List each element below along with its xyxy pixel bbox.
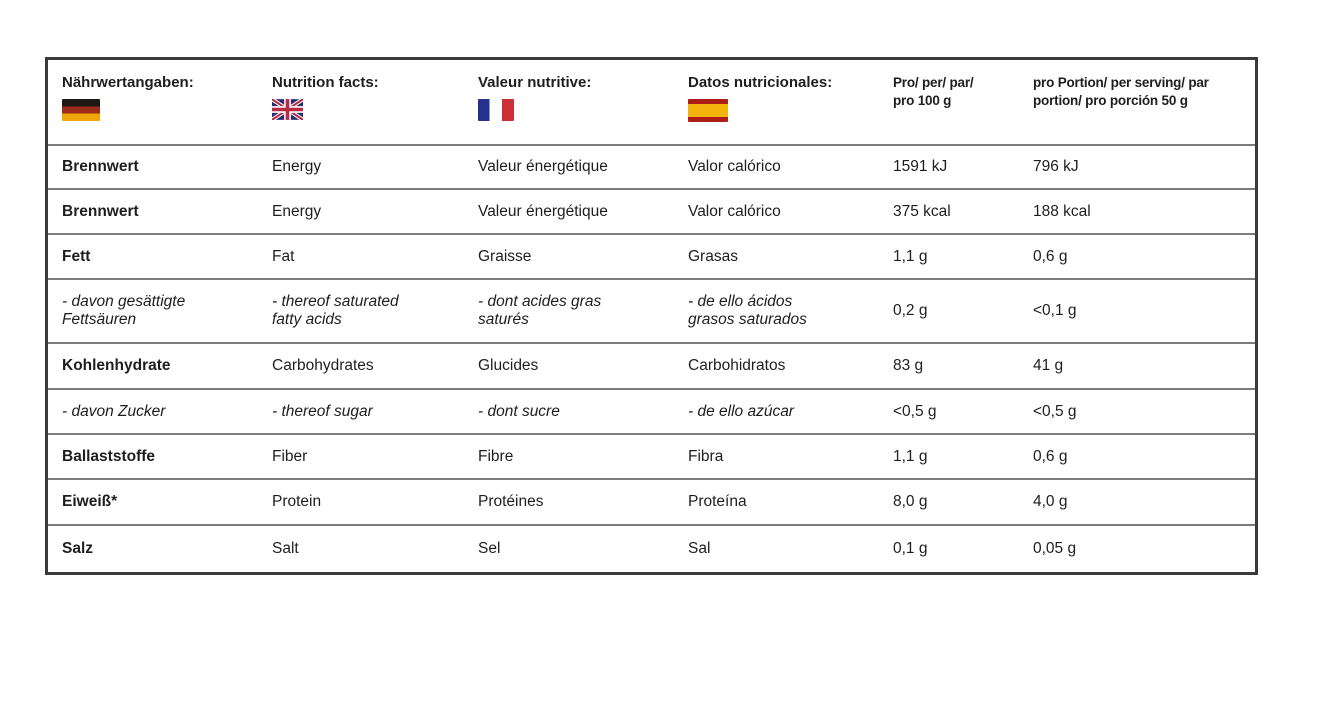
uk-flag-icon [270, 97, 305, 122]
row-label-es: Valor calórico [688, 202, 781, 220]
row-label-fr: - dont sucre [478, 402, 560, 420]
table-row: Brennwert Energy Valeur énergétique Valo… [48, 188, 1255, 233]
row-label-es: Carbohidratos [688, 357, 786, 375]
per-100g-line2: pro 100 g [893, 92, 952, 108]
value-per-100g: 83 g [893, 357, 924, 375]
header-cell-per-100g: Pro/ per/ par/ pro 100 g [893, 60, 1033, 109]
value-per-100g: 1,1 g [893, 247, 928, 265]
row-label-de: Kohlenhydrate [62, 357, 171, 375]
table-row: Salz Salt Sel Sal 0,1 g 0,05 g [48, 524, 1255, 572]
value-per-serving: 188 kcal [1033, 202, 1091, 220]
table-row: - davon gesättigte Fettsäuren - thereof … [48, 278, 1255, 342]
value-per-serving: 4,0 g [1033, 493, 1068, 511]
row-label-de: - davon Zucker [62, 402, 166, 420]
row-label-de: Eiweiß* [62, 493, 118, 511]
row-label-en: Energy [272, 158, 322, 176]
header-cell-french: Valeur nutritive: [478, 60, 688, 122]
header-label-english: Nutrition facts: [272, 74, 379, 91]
row-label-fr: Graisse [478, 247, 532, 265]
value-per-100g: 0,2 g [893, 302, 928, 320]
row-label-es: Sal [688, 540, 711, 558]
spain-flag-icon [688, 99, 728, 123]
row-label-es: Fibra [688, 447, 724, 465]
row-label-en: - thereof sugar [272, 402, 373, 420]
row-label-fr: Valeur énergétique [478, 202, 608, 220]
row-label-de: Brennwert [62, 158, 139, 176]
value-per-100g: 375 kcal [893, 202, 951, 220]
row-label-es: - de ello ácidos grasos saturados [688, 293, 807, 328]
row-label-de: - davon gesättigte Fettsäuren [62, 293, 186, 328]
value-per-serving: 41 g [1033, 357, 1064, 375]
row-label-fr: Valeur énergétique [478, 158, 608, 176]
per-serving-line1: pro Portion/ per serving/ par [1033, 75, 1209, 90]
header-cell-spanish: Datos nutricionales: [688, 60, 893, 123]
row-label-fr: Fibre [478, 447, 514, 465]
value-per-serving: 0,05 g [1033, 540, 1077, 558]
row-label-fr: Protéines [478, 493, 544, 511]
germany-flag-icon [62, 99, 100, 122]
row-label-fr: - dont acides gras saturés [478, 293, 602, 328]
value-per-serving: 796 kJ [1033, 158, 1079, 176]
row-label-en: Protein [272, 493, 322, 511]
value-per-100g: 8,0 g [893, 493, 928, 511]
table-row: Kohlenhydrate Carbohydrates Glucides Car… [48, 342, 1255, 388]
table-row: Ballaststoffe Fiber Fibre Fibra 1,1 g 0,… [48, 433, 1255, 478]
value-per-serving: 0,6 g [1033, 247, 1068, 265]
header-cell-english: Nutrition facts: [270, 60, 478, 122]
value-per-100g: 1,1 g [893, 447, 928, 465]
table-header-row: Nährwertangaben: Nutrition facts: Valeur… [48, 60, 1255, 144]
value-per-100g: <0,5 g [893, 402, 937, 420]
value-per-serving: 0,6 g [1033, 447, 1068, 465]
table-row: Eiweiß* Protein Protéines Proteína 8,0 g… [48, 478, 1255, 524]
row-label-es: Proteína [688, 493, 747, 511]
row-label-es: - de ello azúcar [688, 402, 794, 420]
row-label-de: Brennwert [62, 202, 139, 220]
row-label-fr: Glucides [478, 357, 539, 375]
row-label-de: Ballaststoffe [62, 447, 156, 465]
header-label-french: Valeur nutritive: [478, 74, 592, 91]
table-row: Fett Fat Graisse Grasas 1,1 g 0,6 g [48, 233, 1255, 278]
france-flag-icon [478, 99, 514, 122]
header-label-spanish: Datos nutricionales: [688, 74, 833, 91]
header-label-german: Nährwertangaben: [62, 74, 194, 91]
per-100g-line1: Pro/ per/ par/ [893, 75, 974, 90]
table-row: - davon Zucker - thereof sugar - dont su… [48, 388, 1255, 433]
row-label-en: - thereof saturated fatty acids [272, 293, 399, 328]
nutrition-facts-table: Nährwertangaben: Nutrition facts: Valeur… [45, 57, 1258, 575]
row-label-en: Energy [272, 202, 322, 220]
row-label-es: Valor calórico [688, 158, 781, 176]
value-per-serving: <0,5 g [1033, 402, 1077, 420]
row-label-en: Fiber [272, 447, 308, 465]
row-label-de: Salz [62, 540, 94, 558]
header-cell-per-serving: pro Portion/ per serving/ par portion/ p… [1033, 60, 1255, 109]
table-row: Brennwert Energy Valeur énergétique Valo… [48, 144, 1255, 188]
value-per-serving: <0,1 g [1033, 302, 1077, 320]
row-label-en: Carbohydrates [272, 357, 374, 375]
row-label-en: Salt [272, 540, 299, 558]
value-per-100g: 0,1 g [893, 540, 928, 558]
header-cell-german: Nährwertangaben: [48, 60, 272, 122]
row-label-es: Grasas [688, 247, 738, 265]
value-per-100g: 1591 kJ [893, 158, 948, 176]
row-label-fr: Sel [478, 540, 501, 558]
per-serving-line2: portion/ pro porción 50 g [1033, 92, 1188, 108]
row-label-en: Fat [272, 247, 295, 265]
row-label-de: Fett [62, 247, 91, 265]
